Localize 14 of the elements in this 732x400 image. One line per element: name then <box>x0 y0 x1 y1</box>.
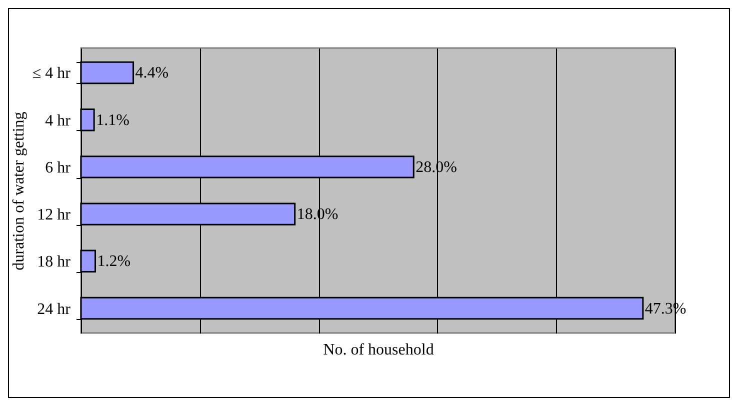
y-tick-label: 6 hr <box>45 159 72 176</box>
y-tick-label: 4 hr <box>45 112 72 130</box>
data-label: 1.1% <box>96 112 130 129</box>
y-tick-label: 12 hr <box>37 206 72 224</box>
data-label: 1.2% <box>97 253 131 270</box>
x-axis-title: No. of household <box>323 342 434 358</box>
y-tick-label: 18 hr <box>37 254 72 271</box>
data-label: 4.4% <box>135 64 169 82</box>
y-tick-label: ≤ 4 hr <box>32 65 72 82</box>
bar <box>80 61 134 84</box>
y-tick-label: 24 hr <box>37 300 72 318</box>
y-axis-title: duration of water getting <box>10 112 28 270</box>
bar <box>80 108 95 132</box>
bar <box>80 250 96 273</box>
